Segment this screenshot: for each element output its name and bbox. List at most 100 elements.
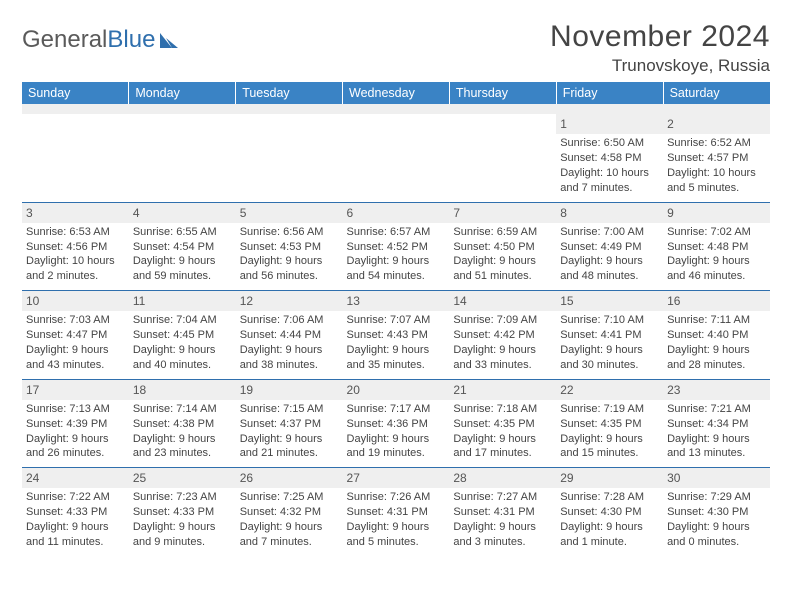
- day-cell: 2Sunrise: 6:52 AMSunset: 4:57 PMDaylight…: [663, 114, 770, 202]
- daylight-text: and 2 minutes.: [26, 269, 125, 284]
- sunset-text: Sunset: 4:33 PM: [26, 505, 125, 520]
- day-cell: [129, 114, 236, 202]
- day-number: 30: [663, 468, 770, 488]
- sunset-text: Sunset: 4:36 PM: [347, 417, 446, 432]
- day-cell: 12Sunrise: 7:06 AMSunset: 4:44 PMDayligh…: [236, 291, 343, 380]
- daylight-text: and 59 minutes.: [133, 269, 232, 284]
- sunrise-text: Sunrise: 7:22 AM: [26, 490, 125, 505]
- daylight-text: and 51 minutes.: [453, 269, 552, 284]
- daylight-text: and 7 minutes.: [240, 535, 339, 550]
- daylight-text: and 56 minutes.: [240, 269, 339, 284]
- day-cell: 3Sunrise: 6:53 AMSunset: 4:56 PMDaylight…: [22, 202, 129, 291]
- sunset-text: Sunset: 4:58 PM: [560, 151, 659, 166]
- daylight-text: and 17 minutes.: [453, 446, 552, 461]
- daylight-text: Daylight: 9 hours: [560, 343, 659, 358]
- daylight-text: and 30 minutes.: [560, 358, 659, 373]
- dow-thursday: Thursday: [449, 82, 556, 104]
- day-cell: 14Sunrise: 7:09 AMSunset: 4:42 PMDayligh…: [449, 291, 556, 380]
- daylight-text: Daylight: 9 hours: [240, 432, 339, 447]
- daylight-text: Daylight: 9 hours: [347, 520, 446, 535]
- sunrise-text: Sunrise: 7:26 AM: [347, 490, 446, 505]
- day-cell: 26Sunrise: 7:25 AMSunset: 4:32 PMDayligh…: [236, 468, 343, 556]
- brand-part1: General: [22, 26, 107, 54]
- daylight-text: Daylight: 9 hours: [347, 343, 446, 358]
- week-row: 24Sunrise: 7:22 AMSunset: 4:33 PMDayligh…: [22, 468, 770, 556]
- day-number: 20: [343, 380, 450, 400]
- sunset-text: Sunset: 4:31 PM: [453, 505, 552, 520]
- week-row: 17Sunrise: 7:13 AMSunset: 4:39 PMDayligh…: [22, 379, 770, 468]
- day-number: 26: [236, 468, 343, 488]
- daylight-text: Daylight: 9 hours: [667, 432, 766, 447]
- day-number: 15: [556, 291, 663, 311]
- daylight-text: Daylight: 9 hours: [240, 520, 339, 535]
- daylight-text: and 19 minutes.: [347, 446, 446, 461]
- sunrise-text: Sunrise: 7:27 AM: [453, 490, 552, 505]
- daylight-text: and 15 minutes.: [560, 446, 659, 461]
- daylight-text: Daylight: 9 hours: [560, 432, 659, 447]
- day-cell: 8Sunrise: 7:00 AMSunset: 4:49 PMDaylight…: [556, 202, 663, 291]
- sunrise-text: Sunrise: 6:52 AM: [667, 136, 766, 151]
- daylight-text: Daylight: 9 hours: [133, 254, 232, 269]
- sunrise-text: Sunrise: 7:17 AM: [347, 402, 446, 417]
- day-cell: 27Sunrise: 7:26 AMSunset: 4:31 PMDayligh…: [343, 468, 450, 556]
- day-cell: 17Sunrise: 7:13 AMSunset: 4:39 PMDayligh…: [22, 379, 129, 468]
- day-cell: 10Sunrise: 7:03 AMSunset: 4:47 PMDayligh…: [22, 291, 129, 380]
- week-row: 1Sunrise: 6:50 AMSunset: 4:58 PMDaylight…: [22, 114, 770, 202]
- day-cell: 15Sunrise: 7:10 AMSunset: 4:41 PMDayligh…: [556, 291, 663, 380]
- daylight-text: Daylight: 9 hours: [667, 520, 766, 535]
- sunset-text: Sunset: 4:42 PM: [453, 328, 552, 343]
- sunset-text: Sunset: 4:57 PM: [667, 151, 766, 166]
- daylight-text: Daylight: 9 hours: [133, 343, 232, 358]
- spacer-row: [22, 104, 770, 114]
- sunset-text: Sunset: 4:43 PM: [347, 328, 446, 343]
- sunset-text: Sunset: 4:50 PM: [453, 240, 552, 255]
- sunrise-text: Sunrise: 6:55 AM: [133, 225, 232, 240]
- day-number: 25: [129, 468, 236, 488]
- week-row: 3Sunrise: 6:53 AMSunset: 4:56 PMDaylight…: [22, 202, 770, 291]
- daylight-text: Daylight: 10 hours: [560, 166, 659, 181]
- day-cell: 19Sunrise: 7:15 AMSunset: 4:37 PMDayligh…: [236, 379, 343, 468]
- day-number: 8: [556, 203, 663, 223]
- sunset-text: Sunset: 4:54 PM: [133, 240, 232, 255]
- sunrise-text: Sunrise: 7:10 AM: [560, 313, 659, 328]
- day-number: 9: [663, 203, 770, 223]
- day-number: 18: [129, 380, 236, 400]
- day-number: 1: [556, 114, 663, 134]
- daylight-text: and 13 minutes.: [667, 446, 766, 461]
- dow-friday: Friday: [556, 82, 663, 104]
- daylight-text: Daylight: 9 hours: [133, 432, 232, 447]
- sail-icon: [158, 30, 180, 50]
- week-row: 10Sunrise: 7:03 AMSunset: 4:47 PMDayligh…: [22, 291, 770, 380]
- day-cell: 23Sunrise: 7:21 AMSunset: 4:34 PMDayligh…: [663, 379, 770, 468]
- daylight-text: and 48 minutes.: [560, 269, 659, 284]
- daylight-text: and 43 minutes.: [26, 358, 125, 373]
- daylight-text: and 1 minute.: [560, 535, 659, 550]
- sunrise-text: Sunrise: 7:13 AM: [26, 402, 125, 417]
- daylight-text: Daylight: 9 hours: [453, 343, 552, 358]
- month-title: November 2024: [550, 20, 770, 54]
- day-cell: 22Sunrise: 7:19 AMSunset: 4:35 PMDayligh…: [556, 379, 663, 468]
- sunset-text: Sunset: 4:45 PM: [133, 328, 232, 343]
- sunset-text: Sunset: 4:47 PM: [26, 328, 125, 343]
- day-cell: 16Sunrise: 7:11 AMSunset: 4:40 PMDayligh…: [663, 291, 770, 380]
- sunrise-text: Sunrise: 7:07 AM: [347, 313, 446, 328]
- day-cell: 7Sunrise: 6:59 AMSunset: 4:50 PMDaylight…: [449, 202, 556, 291]
- day-number: 29: [556, 468, 663, 488]
- daylight-text: Daylight: 9 hours: [453, 432, 552, 447]
- calendar-table: Sunday Monday Tuesday Wednesday Thursday…: [22, 82, 770, 556]
- sunrise-text: Sunrise: 7:09 AM: [453, 313, 552, 328]
- brand-part2: Blue: [107, 26, 155, 54]
- day-cell: 24Sunrise: 7:22 AMSunset: 4:33 PMDayligh…: [22, 468, 129, 556]
- day-number: 22: [556, 380, 663, 400]
- day-number: 6: [343, 203, 450, 223]
- title-block: November 2024 Trunovskoye, Russia: [550, 20, 770, 76]
- daylight-text: and 7 minutes.: [560, 181, 659, 196]
- sunrise-text: Sunrise: 7:15 AM: [240, 402, 339, 417]
- sunset-text: Sunset: 4:56 PM: [26, 240, 125, 255]
- sunrise-text: Sunrise: 6:53 AM: [26, 225, 125, 240]
- day-number: 7: [449, 203, 556, 223]
- daylight-text: and 5 minutes.: [347, 535, 446, 550]
- sunrise-text: Sunrise: 7:14 AM: [133, 402, 232, 417]
- sunset-text: Sunset: 4:35 PM: [453, 417, 552, 432]
- day-number: 11: [129, 291, 236, 311]
